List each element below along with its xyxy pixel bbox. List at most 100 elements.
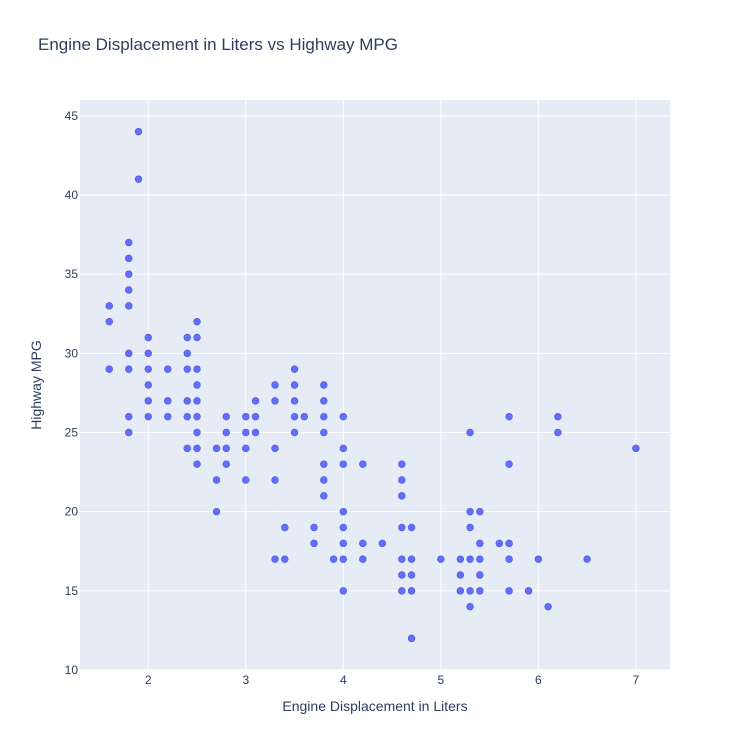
data-point: [290, 381, 299, 389]
data-point: [183, 397, 191, 405]
data-point: [476, 555, 484, 563]
data-point: [105, 317, 113, 326]
data-point: [310, 539, 318, 548]
data-point: [320, 412, 328, 421]
data-point: [281, 523, 289, 532]
data-point: [534, 555, 543, 563]
data-point: [212, 476, 221, 484]
data-point: [359, 539, 367, 548]
data-point: [505, 587, 513, 595]
data-point: [290, 365, 299, 373]
x-tick-label: 4: [340, 673, 347, 687]
data-point: [632, 444, 640, 453]
plot-area: [80, 100, 670, 670]
y-axis-title: Highway MPG: [28, 340, 44, 429]
data-point: [242, 428, 250, 437]
data-point: [466, 555, 474, 563]
data-point: [320, 381, 328, 389]
data-point: [583, 555, 591, 563]
data-point: [125, 238, 133, 247]
data-point: [359, 555, 367, 563]
data-point: [407, 523, 416, 532]
y-tick-label: 10: [65, 663, 79, 677]
chart-title: Engine Displacement in Liters vs Highway…: [38, 35, 398, 54]
data-point: [193, 444, 201, 453]
data-point: [125, 428, 133, 437]
data-point: [251, 412, 260, 421]
data-point: [144, 365, 152, 373]
data-point: [193, 317, 201, 326]
data-point: [466, 587, 474, 595]
data-point: [125, 349, 133, 358]
data-point: [456, 555, 465, 563]
data-point: [476, 539, 484, 548]
data-point: [271, 555, 279, 563]
data-point: [554, 428, 562, 437]
data-point: [144, 412, 152, 421]
data-point: [193, 365, 201, 373]
data-point: [134, 175, 143, 183]
data-point: [242, 412, 250, 421]
data-point: [339, 412, 348, 421]
data-point: [300, 412, 308, 421]
x-tick-label: 5: [437, 673, 444, 687]
y-tick-label: 35: [65, 267, 79, 281]
y-tick-label: 15: [65, 584, 79, 598]
x-tick-label: 3: [242, 673, 249, 687]
data-point: [193, 333, 201, 342]
data-point: [271, 381, 279, 389]
data-point: [125, 254, 133, 263]
x-tick-label: 6: [535, 673, 542, 687]
data-point: [183, 333, 191, 342]
data-point: [544, 602, 552, 611]
data-point: [125, 365, 133, 373]
y-axis-ticks: 10 15 20 25 30 35 40 45: [65, 109, 79, 677]
data-point: [222, 460, 230, 468]
data-point: [407, 555, 416, 563]
data-point: [398, 460, 406, 468]
data-point: [398, 523, 406, 532]
data-point: [125, 286, 133, 294]
data-point: [125, 270, 133, 278]
data-point: [329, 555, 338, 563]
data-point: [407, 634, 416, 643]
data-point: [339, 507, 348, 516]
data-point: [144, 333, 152, 342]
data-point: [222, 412, 230, 421]
data-point: [339, 555, 348, 563]
data-point: [398, 555, 406, 563]
data-point: [164, 365, 172, 373]
data-point: [398, 492, 406, 500]
data-point: [242, 476, 250, 484]
data-point: [339, 587, 348, 595]
data-point: [495, 539, 504, 548]
data-point: [466, 428, 474, 437]
data-point: [505, 412, 513, 421]
data-point: [222, 444, 230, 453]
data-point: [125, 412, 133, 421]
data-point: [339, 460, 348, 468]
data-point: [407, 571, 416, 579]
data-point: [290, 412, 299, 421]
data-point: [339, 444, 348, 453]
data-point: [466, 523, 474, 532]
data-point: [320, 492, 328, 500]
data-point: [251, 397, 260, 405]
data-point: [212, 507, 221, 516]
data-point: [290, 428, 299, 437]
data-point: [183, 365, 191, 373]
data-point: [476, 571, 484, 579]
data-point: [144, 349, 152, 358]
data-point: [183, 444, 191, 453]
data-point: [193, 460, 201, 468]
data-point: [505, 460, 513, 468]
data-point: [222, 428, 230, 437]
data-point: [193, 428, 201, 437]
data-point: [320, 397, 328, 405]
data-point: [125, 302, 133, 310]
y-tick-label: 45: [65, 109, 79, 123]
data-points: [105, 127, 640, 643]
x-tick-label: 2: [145, 673, 152, 687]
data-point: [193, 412, 201, 421]
